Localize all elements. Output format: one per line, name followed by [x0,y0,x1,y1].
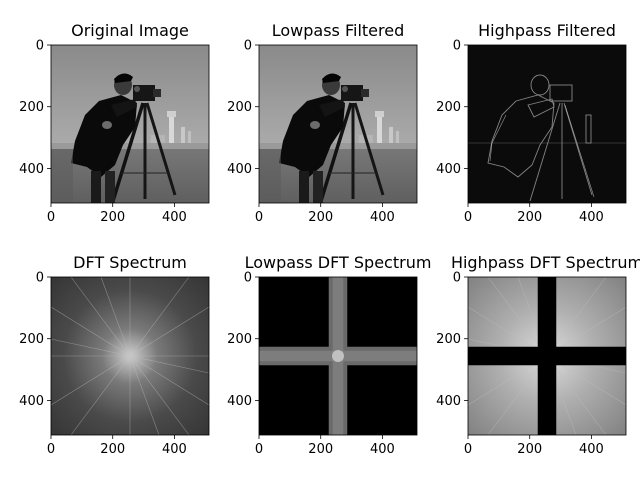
axes-frame [467,276,627,436]
x-tick-label: 0 [464,442,472,457]
x-tick-label: 400 [162,442,187,457]
y-tick-label: 200 [227,332,252,347]
x-tick-label: 400 [579,210,604,225]
y-tick-label: 200 [436,332,461,347]
x-tick-label: 0 [255,442,263,457]
y-tick-label: 0 [36,39,44,54]
cameraman-photo-image [257,43,419,205]
axes-frame [467,44,627,204]
y-tick-label: 400 [436,394,461,409]
x-tick-label: 200 [308,442,333,457]
x-tick-label: 200 [308,210,333,225]
y-tick-label: 0 [244,271,252,286]
x-tick-label: 0 [47,210,55,225]
spectrum-image [50,276,210,436]
cameraman-photo-image [49,43,211,205]
x-tick-label: 0 [464,210,472,225]
axes-frame [258,44,418,204]
subplot-title: Original Image [71,21,189,40]
y-tick-label: 0 [453,271,461,286]
spectrum-image [259,277,417,435]
axes-frame [50,276,210,436]
y-tick-label: 400 [19,162,44,177]
x-tick-label: 200 [100,210,125,225]
y-tick-label: 200 [227,100,252,115]
edge-map-image [467,44,627,204]
y-tick-label: 200 [436,100,461,115]
y-tick-label: 0 [453,39,461,54]
spectrum-image [467,276,627,436]
subplot-4: DFT Spectrum 0 200 400 0 200 400 [19,253,210,457]
y-tick-label: 200 [19,100,44,115]
subplot-title: Lowpass Filtered [272,21,405,40]
x-tick-label: 200 [517,210,542,225]
subplot-title: Highpass DFT Spectrum [451,253,640,272]
subplot-title: Lowpass DFT Spectrum [245,253,432,272]
x-tick-label: 200 [100,442,125,457]
subplot-title: DFT Spectrum [73,253,187,272]
y-tick-label: 200 [19,332,44,347]
y-tick-label: 400 [227,394,252,409]
x-tick-label: 0 [255,210,263,225]
subplot-1: Original Image 0 200 400 0 200 400 [19,21,211,225]
subplot-title: Highpass Filtered [478,21,616,40]
y-tick-label: 0 [244,39,252,54]
x-tick-label: 400 [162,210,187,225]
x-tick-label: 400 [370,442,395,457]
subplot-3: Highpass Filtered 0 200 400 0 200 400 [436,21,627,225]
axes-frame [50,44,210,204]
x-tick-label: 400 [370,210,395,225]
subplot-2: Lowpass Filtered 0 200 400 0 200 400 [227,21,419,225]
y-tick-label: 0 [36,271,44,286]
y-tick-label: 400 [19,394,44,409]
y-tick-label: 400 [227,162,252,177]
y-tick-label: 400 [436,162,461,177]
x-tick-label: 400 [579,442,604,457]
x-tick-label: 0 [47,442,55,457]
axes-frame [258,276,418,436]
x-tick-label: 200 [517,442,542,457]
